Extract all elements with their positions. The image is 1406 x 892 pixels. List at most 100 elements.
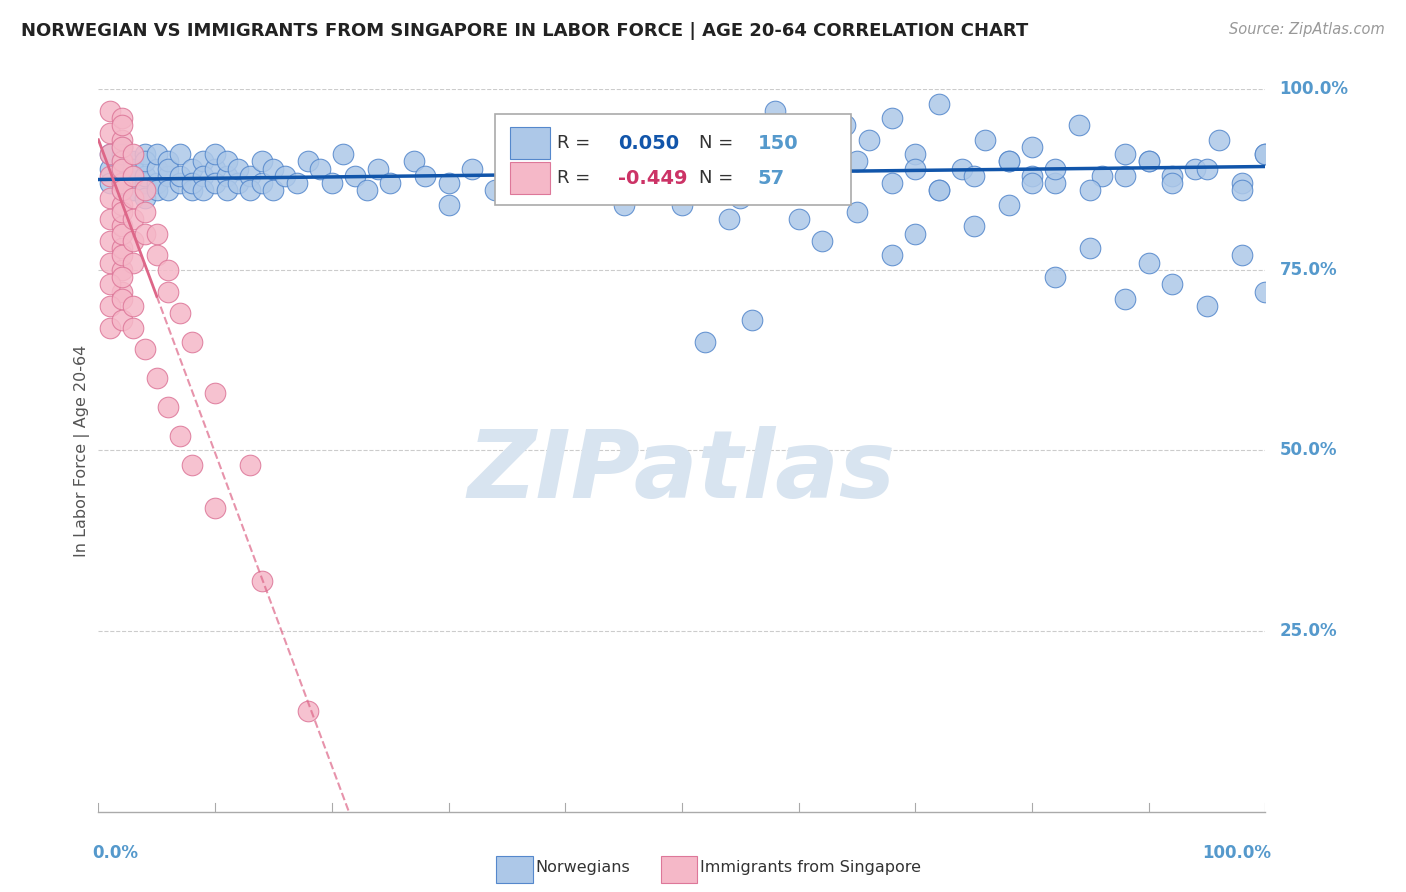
Point	[1254, 147, 1277, 161]
Point	[613, 198, 636, 212]
Point	[787, 212, 810, 227]
Point	[600, 147, 623, 161]
Point	[169, 176, 191, 190]
Point	[1021, 169, 1043, 183]
Point	[157, 262, 180, 277]
Point	[578, 169, 600, 183]
Point	[111, 119, 134, 133]
Point	[1045, 270, 1067, 285]
Text: 57: 57	[758, 169, 785, 187]
FancyBboxPatch shape	[495, 114, 851, 205]
Point	[695, 176, 717, 190]
Point	[180, 176, 202, 190]
Point	[169, 147, 191, 161]
Text: 100.0%: 100.0%	[1279, 80, 1348, 98]
Point	[997, 198, 1019, 212]
Point	[997, 154, 1019, 169]
Point	[180, 458, 202, 472]
Point	[204, 147, 226, 161]
Point	[111, 161, 134, 176]
Text: 150: 150	[758, 134, 799, 153]
Point	[146, 248, 169, 262]
Point	[741, 313, 763, 327]
Point	[904, 161, 927, 176]
Point	[904, 147, 927, 161]
Point	[122, 154, 145, 169]
Point	[1080, 241, 1102, 255]
Point	[274, 169, 297, 183]
Point	[122, 299, 145, 313]
Point	[122, 183, 145, 197]
Point	[717, 161, 740, 176]
Point	[215, 169, 238, 183]
Point	[997, 154, 1019, 169]
Point	[98, 255, 121, 269]
Text: NORWEGIAN VS IMMIGRANTS FROM SINGAPORE IN LABOR FORCE | AGE 20-64 CORRELATION CH: NORWEGIAN VS IMMIGRANTS FROM SINGAPORE I…	[21, 22, 1028, 40]
Point	[98, 147, 121, 161]
Point	[134, 191, 156, 205]
Point	[111, 262, 134, 277]
Point	[1114, 169, 1136, 183]
Point	[228, 161, 250, 176]
Point	[846, 205, 869, 219]
Point	[134, 343, 156, 357]
Point	[437, 198, 460, 212]
Point	[98, 169, 121, 183]
Point	[730, 191, 752, 205]
Text: ZIPatlas: ZIPatlas	[468, 426, 896, 518]
Point	[763, 103, 786, 118]
Point	[1137, 154, 1160, 169]
Point	[647, 169, 669, 183]
Point	[787, 176, 810, 190]
Point	[1230, 248, 1253, 262]
Text: 25.0%: 25.0%	[1279, 622, 1337, 640]
Text: Source: ZipAtlas.com: Source: ZipAtlas.com	[1229, 22, 1385, 37]
Point	[111, 248, 134, 262]
Point	[858, 133, 880, 147]
Point	[554, 176, 576, 190]
Text: 75.0%: 75.0%	[1279, 260, 1337, 279]
Text: Norwegians: Norwegians	[536, 860, 630, 874]
Point	[928, 183, 950, 197]
Point	[111, 133, 134, 147]
Point	[811, 140, 834, 154]
Point	[1161, 176, 1184, 190]
Point	[122, 234, 145, 248]
Text: 50.0%: 50.0%	[1279, 442, 1337, 459]
Point	[122, 169, 145, 183]
Point	[111, 176, 134, 190]
Point	[344, 169, 367, 183]
Point	[111, 154, 134, 169]
Point	[613, 183, 636, 197]
Point	[122, 161, 145, 176]
Point	[111, 285, 134, 299]
Point	[134, 169, 156, 183]
Text: Immigrants from Singapore: Immigrants from Singapore	[700, 860, 921, 874]
Point	[484, 183, 506, 197]
Point	[98, 161, 121, 176]
Point	[1208, 133, 1230, 147]
Point	[146, 176, 169, 190]
Point	[880, 176, 903, 190]
Point	[111, 140, 134, 154]
Point	[111, 111, 134, 125]
Point	[1161, 277, 1184, 292]
Point	[1137, 154, 1160, 169]
Point	[811, 234, 834, 248]
Point	[880, 111, 903, 125]
Point	[1091, 169, 1114, 183]
Point	[204, 176, 226, 190]
Point	[1195, 161, 1218, 176]
Point	[146, 227, 169, 241]
Point	[250, 574, 273, 588]
Point	[169, 169, 191, 183]
Point	[1045, 176, 1067, 190]
Point	[1195, 299, 1218, 313]
Point	[671, 198, 693, 212]
Text: R =: R =	[557, 169, 596, 187]
Point	[530, 154, 553, 169]
Point	[180, 183, 202, 197]
Point	[98, 320, 121, 334]
Point	[367, 161, 389, 176]
Point	[122, 147, 145, 161]
